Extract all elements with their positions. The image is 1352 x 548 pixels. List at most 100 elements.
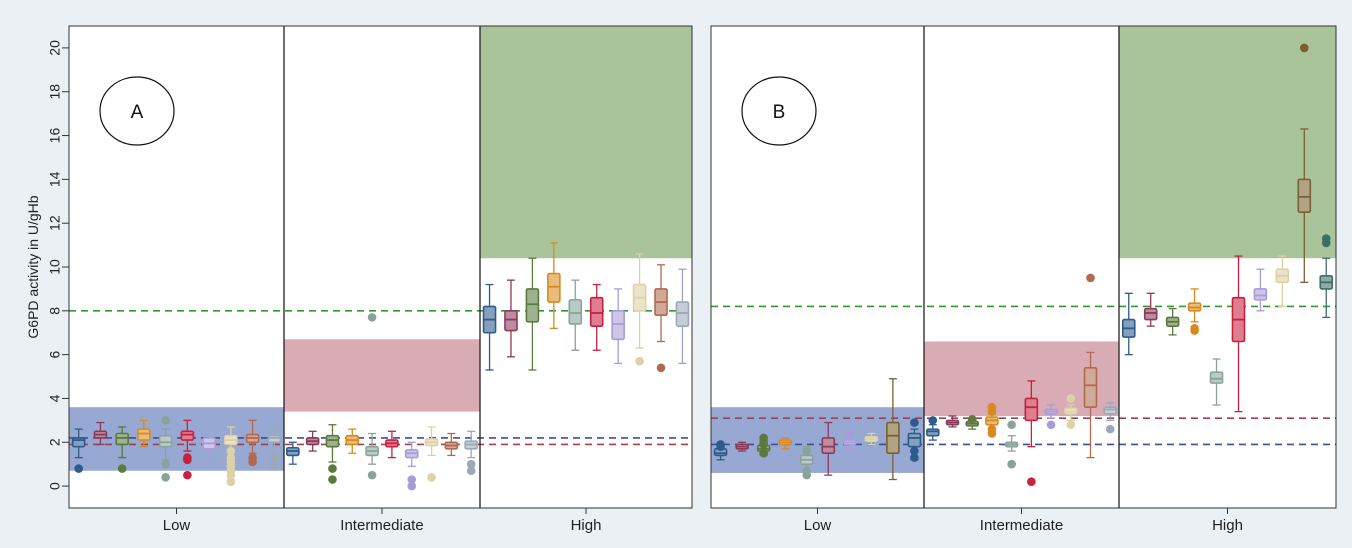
outlier-point	[1007, 459, 1016, 469]
box-intermediate	[305, 430, 320, 452]
box-iqr	[1209, 371, 1224, 384]
y-tick-label: 0	[47, 482, 63, 490]
box-high	[568, 279, 583, 351]
box-low	[735, 441, 749, 452]
outlier-point	[183, 470, 192, 480]
box-high	[675, 268, 690, 365]
outlier-point	[328, 464, 337, 473]
box-high	[1253, 268, 1268, 312]
plot-content	[69, 26, 692, 508]
outlier-point	[656, 363, 666, 373]
outlier-point	[248, 457, 257, 467]
outlier-point	[910, 418, 919, 427]
y-tick-label: 20	[47, 40, 63, 56]
box-intermediate	[345, 428, 360, 454]
outlier-point	[635, 356, 644, 366]
box-iqr	[821, 437, 836, 455]
y-axis-title: G6PD activity in U/gHb	[25, 195, 41, 338]
panel-b: Low Intermediate High B	[710, 25, 1337, 534]
box-intermediate	[286, 441, 300, 465]
box-iqr	[525, 288, 540, 323]
box-intermediate	[444, 432, 459, 457]
box-iqr	[925, 428, 940, 437]
box-intermediate	[965, 414, 980, 430]
box-intermediate	[925, 416, 940, 441]
box-high	[1121, 292, 1136, 356]
box-low	[245, 419, 260, 467]
box-iqr	[1083, 366, 1098, 409]
outlier-point	[910, 446, 919, 456]
box-intermediate	[464, 430, 478, 476]
box-high	[632, 253, 647, 366]
box-low	[843, 429, 857, 450]
x-tick-label: Low	[804, 517, 832, 534]
outlier-point	[987, 407, 997, 416]
box-intermediate	[424, 426, 439, 482]
box-iqr	[675, 301, 690, 327]
box-iqr	[137, 428, 151, 441]
y-tick-label: 6	[47, 351, 63, 359]
box-low	[886, 378, 900, 481]
box-low	[158, 416, 173, 482]
box-intermediate	[404, 441, 419, 491]
panel-label: A	[131, 102, 144, 123]
box-high	[482, 283, 497, 371]
outlier-point	[161, 473, 170, 482]
box-iqr	[568, 299, 583, 325]
box-high	[589, 283, 604, 351]
box-iqr	[504, 310, 518, 332]
box-high	[525, 257, 540, 371]
outlier-point	[117, 464, 127, 473]
box-iqr	[1143, 307, 1158, 321]
box-low	[756, 433, 771, 458]
outlier-point	[1046, 420, 1056, 430]
region-high	[480, 26, 692, 259]
box-high	[1187, 288, 1202, 335]
box-iqr	[115, 432, 129, 446]
y-tick-label: 18	[47, 84, 63, 100]
outlier-point	[928, 416, 938, 425]
outlier-point	[802, 446, 812, 456]
outlier-point	[161, 459, 170, 469]
outlier-point	[1086, 273, 1095, 283]
box-intermediate	[365, 313, 379, 480]
outlier-point	[74, 464, 83, 473]
plot-frame	[68, 25, 693, 509]
panel-label: B	[773, 102, 786, 123]
outlier-point	[226, 470, 236, 480]
y-tick-label: 2	[47, 438, 63, 446]
outlier-point	[407, 481, 417, 491]
x-tick-label: Intermediate	[980, 517, 1063, 534]
outlier-point	[226, 477, 236, 487]
box-intermediate	[1063, 394, 1078, 430]
box-low	[224, 426, 238, 487]
x-tick-label: Low	[163, 517, 191, 534]
region-intermediate	[284, 339, 480, 412]
outlier-point	[466, 466, 476, 476]
box-low	[71, 428, 86, 473]
outlier-point	[802, 470, 812, 480]
box-high	[1231, 255, 1246, 413]
outlier-point	[1066, 394, 1076, 403]
y-tick-label: 10	[47, 259, 63, 275]
outlier-point	[987, 429, 997, 438]
box-intermediate	[985, 402, 999, 438]
box-iqr	[158, 434, 173, 448]
outlier-point	[1027, 477, 1036, 487]
box-iqr	[589, 296, 604, 327]
box-intermediate	[325, 424, 340, 484]
y-tick-label: 12	[47, 215, 63, 231]
box-high	[654, 264, 668, 373]
box-intermediate	[385, 430, 399, 459]
box-intermediate	[1004, 420, 1019, 469]
box-iqr	[1103, 406, 1118, 415]
box-high	[547, 242, 561, 329]
outlier-point	[161, 416, 170, 425]
outlier-point	[407, 475, 417, 484]
box-iqr	[267, 434, 282, 444]
outlier-point	[427, 473, 436, 482]
box-low	[267, 426, 282, 471]
box-iqr	[1253, 288, 1268, 301]
outlier-point	[183, 455, 192, 465]
